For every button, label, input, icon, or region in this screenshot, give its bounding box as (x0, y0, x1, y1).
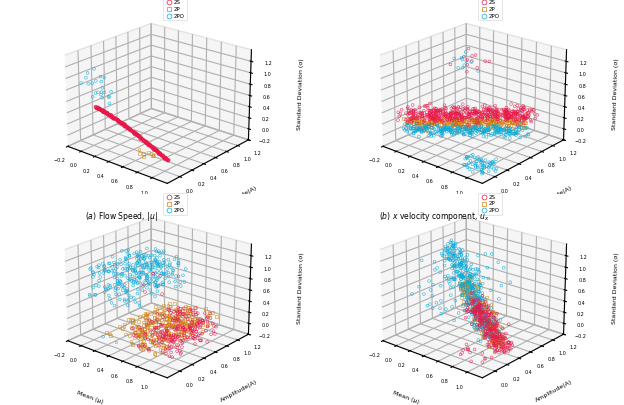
Text: $(a)$ Flow Speed, $|u|$: $(a)$ Flow Speed, $|u|$ (85, 210, 158, 223)
X-axis label: Mean (μ): Mean (μ) (77, 390, 104, 405)
Y-axis label: Amplitude(A): Amplitude(A) (220, 379, 258, 403)
Legend: 2S, 2P, 2PO: 2S, 2P, 2PO (163, 0, 187, 20)
Y-axis label: Amplitude(A): Amplitude(A) (535, 185, 573, 209)
X-axis label: Mean (μ): Mean (μ) (392, 390, 419, 405)
X-axis label: Mean (μ): Mean (μ) (392, 196, 419, 210)
Text: $(d)$ vorticity, $\omega$: $(d)$ vorticity, $\omega$ (406, 404, 463, 405)
Text: $(c)$ $y$ velocity component, $u_y$: $(c)$ $y$ velocity component, $u_y$ (67, 404, 177, 405)
Legend: 2S, 2P, 2PO: 2S, 2P, 2PO (163, 193, 187, 215)
Legend: 2S, 2P, 2PO: 2S, 2P, 2PO (478, 193, 502, 215)
Y-axis label: Amplitude(A): Amplitude(A) (535, 379, 573, 403)
Y-axis label: Amplitude(A): Amplitude(A) (220, 185, 258, 209)
Legend: 2S, 2P, 2PO: 2S, 2P, 2PO (478, 0, 502, 20)
Text: $(b)$ $x$ velocity component, $u_x$: $(b)$ $x$ velocity component, $u_x$ (379, 210, 490, 223)
X-axis label: Mean (μ): Mean (μ) (77, 196, 104, 210)
